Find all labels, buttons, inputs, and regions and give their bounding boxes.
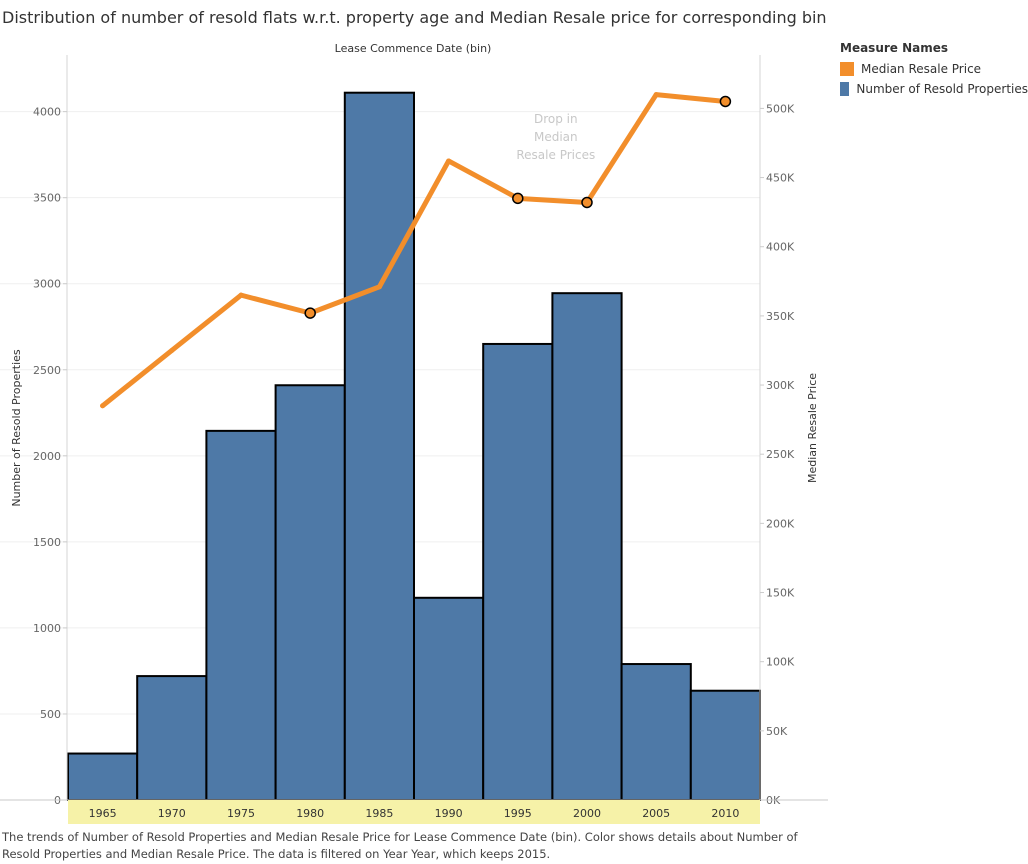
y2-tick-label: 500K: [766, 102, 795, 115]
bar-1995: [482, 342, 554, 801]
line-point-1975: [238, 292, 244, 298]
y-tick-label: 3000: [33, 278, 61, 291]
annotation-line: Median: [534, 130, 578, 144]
x-tick-label-1980: 1980: [296, 807, 324, 820]
x-tick-label-1990: 1990: [435, 807, 463, 820]
y2-axis-title: Median Resale Price: [806, 373, 819, 483]
y-tick-label: 2500: [33, 364, 61, 377]
y2-tick-label: 50K: [766, 725, 788, 738]
bar-2010: [689, 689, 761, 802]
line-point-1985: [376, 284, 382, 290]
y-axis-right: 0K50K100K150K200K250K300K350K400K450K500…: [759, 55, 795, 807]
y2-tick-label: 450K: [766, 172, 795, 185]
legend-item-median-resale-price[interactable]: Median Resale Price: [840, 59, 1028, 79]
x-tick-label-1965: 1965: [89, 807, 117, 820]
y-tick-label: 1500: [33, 536, 61, 549]
line-point-1980: [304, 307, 316, 319]
line-point-1965: [100, 403, 106, 409]
y-tick-label: 4000: [33, 106, 61, 119]
bar-2005: [620, 663, 692, 801]
chart-caption: The trends of Number of Resold Propertie…: [2, 830, 798, 861]
bar-1975: [205, 429, 277, 801]
line-point-2000: [581, 196, 593, 209]
y-tick-label: 1000: [33, 622, 61, 635]
y-tick-label: 3500: [33, 192, 61, 205]
y2-tick-label: 250K: [766, 448, 795, 461]
bar-series: [67, 91, 761, 802]
line-series: [100, 92, 732, 409]
x-tick-label-2010: 2010: [711, 807, 739, 820]
x-tick-label-2000: 2000: [573, 807, 601, 820]
x-tick-label-1970: 1970: [158, 807, 186, 820]
chart-title: Distribution of number of resold flats w…: [2, 8, 827, 27]
bar-2000: [551, 292, 623, 801]
annotation-line: Resale Prices: [516, 148, 595, 162]
bar-1980: [274, 384, 346, 801]
y2-tick-label: 300K: [766, 379, 795, 392]
line-point-1970: [169, 347, 175, 353]
x-tick-label-1975: 1975: [227, 807, 255, 820]
legend-label: Median Resale Price: [861, 62, 982, 76]
line-point-1995: [512, 192, 524, 205]
annotation-line: Drop in: [534, 112, 578, 126]
x-tick-label-1985: 1985: [365, 807, 393, 820]
legend-item-number-of-resold-properties[interactable]: Number of Resold Properties: [840, 79, 1028, 99]
y2-tick-label: 100K: [766, 656, 795, 669]
y-tick-label: 500: [40, 708, 61, 721]
legend: Measure Names Median Resale Price Number…: [840, 41, 1028, 99]
y-axis-title: Number of Resold Properties: [10, 349, 23, 507]
legend-swatch-orange: [840, 62, 854, 76]
y2-tick-label: 350K: [766, 310, 795, 323]
bar-1990: [413, 596, 485, 802]
legend-label: Number of Resold Properties: [856, 82, 1028, 96]
line-point-1990: [446, 158, 452, 164]
y-tick-label: 2000: [33, 450, 61, 463]
x-tick-label-2005: 2005: [642, 807, 670, 820]
legend-swatch-blue: [840, 82, 850, 96]
y2-tick-label: 200K: [766, 517, 795, 530]
bar-1985: [343, 91, 415, 801]
line-point-2005: [653, 92, 659, 98]
line-point-2010: [719, 95, 732, 108]
x-axis-title: Lease Commence Date (bin): [335, 42, 492, 55]
y2-tick-label: 150K: [766, 587, 795, 600]
y-axis-left: 05001000150020002500300035004000: [33, 55, 68, 807]
median-resale-price-line: [100, 92, 728, 409]
bar-1965: [67, 752, 139, 802]
legend-title: Measure Names: [840, 41, 949, 55]
bar-1970: [136, 675, 208, 801]
y2-tick-label: 400K: [766, 241, 795, 254]
x-axis: 1965 1970 1975 1980 1985 1990 1995 2000 2005 2010: [0, 799, 828, 824]
x-axis-highlight: [68, 800, 760, 824]
annotation: Drop in Median Resale Prices: [516, 112, 595, 162]
x-tick-label-1995: 1995: [504, 807, 532, 820]
